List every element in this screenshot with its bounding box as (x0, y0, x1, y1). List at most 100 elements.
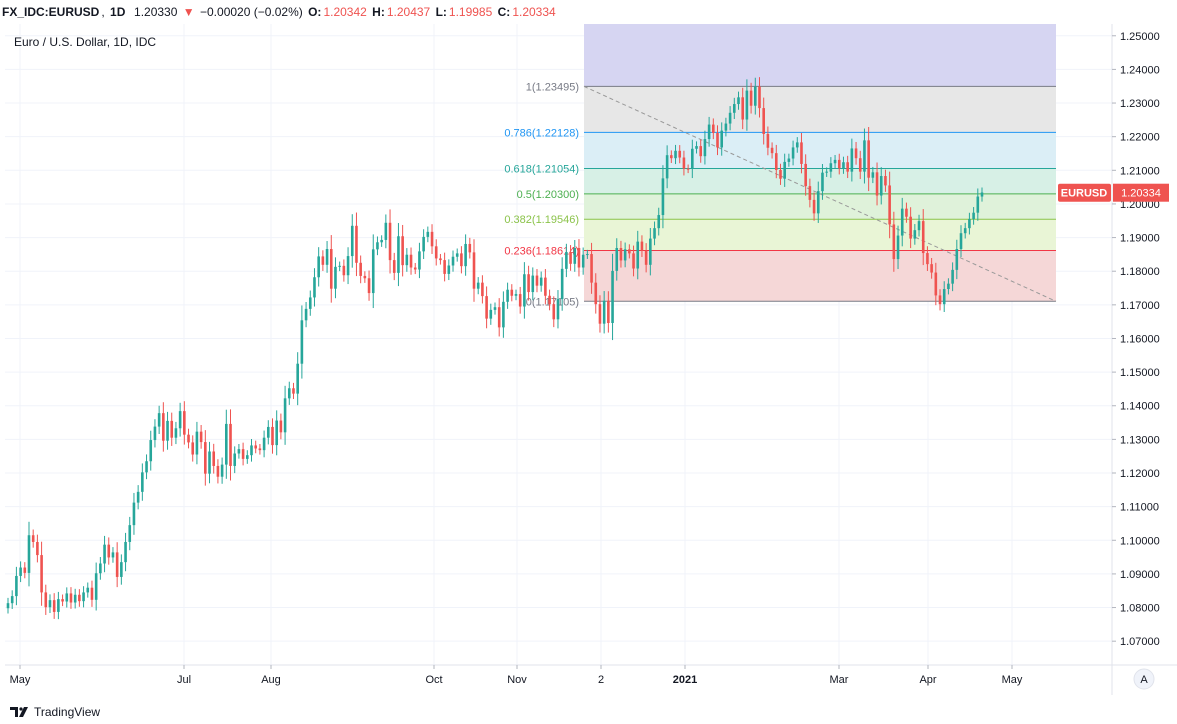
candle-body (552, 304, 556, 320)
candle-body (178, 411, 182, 429)
candle-body (670, 155, 673, 159)
x-tick-label: Apr (919, 674, 936, 686)
y-tick-label: 1.08000 (1120, 603, 1160, 615)
symbol-name[interactable]: FX_IDC:EURUSD (2, 5, 100, 19)
candle-body (82, 592, 85, 602)
candle-body (430, 231, 434, 247)
tradingview-logo-icon[interactable] (10, 706, 30, 718)
fib-band (584, 132, 1056, 169)
candle-body (107, 544, 111, 558)
candle-body (892, 224, 896, 260)
candle-body (833, 159, 837, 164)
candles (6, 77, 984, 620)
candle-body (896, 235, 900, 260)
candle-body (124, 541, 127, 563)
candle-body (808, 186, 812, 200)
candle-body (300, 320, 304, 364)
down-arrow-icon: ▼ (182, 5, 195, 19)
candle-body (342, 265, 346, 276)
y-tick-label: 1.25000 (1120, 31, 1160, 43)
candle-body (884, 176, 887, 186)
candle-body (199, 431, 203, 443)
candle-body (128, 525, 132, 542)
candle-body (716, 132, 719, 148)
candle-body (409, 254, 413, 268)
fib-level-label: 0.5(1.20300) (517, 189, 579, 201)
candle-body (951, 269, 954, 284)
auto-scale-button[interactable] (1133, 668, 1155, 690)
candle-body (850, 148, 854, 172)
candle-body (90, 587, 94, 600)
candle-body (682, 157, 686, 169)
y-tick-label: 1.17000 (1120, 300, 1160, 312)
candle-body (52, 600, 56, 612)
candle-body (854, 148, 858, 159)
candle-body (871, 172, 875, 178)
candle-body (586, 254, 589, 256)
candle-body (325, 249, 329, 265)
candle-body (31, 535, 35, 542)
candle-body (321, 256, 325, 265)
candle-body (250, 445, 253, 456)
candle-body (615, 248, 619, 271)
fib-level-label: 0.786(1.22128) (504, 127, 579, 139)
y-tick-label: 1.16000 (1120, 333, 1160, 345)
y-tick-label: 1.24000 (1120, 64, 1160, 76)
candle-body (632, 253, 635, 269)
candle-body (611, 270, 614, 324)
candle-body (485, 296, 488, 319)
candle-body (283, 398, 287, 433)
x-tick-label: Mar (830, 674, 849, 686)
candle-body (434, 246, 438, 259)
candle-body (535, 275, 539, 286)
candle-body (556, 299, 560, 320)
x-tick-label: May (10, 674, 31, 686)
candle-body (930, 264, 933, 273)
symbol-price-tag (1058, 183, 1111, 202)
candle-body (724, 123, 728, 131)
candle-body (266, 426, 270, 438)
candle-body (720, 130, 724, 148)
candle-body (65, 593, 69, 602)
price-chart[interactable]: 1(1.23495) 0.786(1.22128) 0.618(1.21054) 0.… (0, 0, 1177, 700)
candle-body (258, 448, 262, 451)
y-tick-label: 1.13000 (1120, 434, 1160, 446)
candle-body (917, 221, 921, 231)
candle-body (103, 544, 106, 564)
close-value: 1.20334 (512, 5, 556, 19)
interval-label[interactable]: 1D (110, 5, 126, 19)
tradingview-brand[interactable]: TradingView (34, 705, 101, 719)
candle-body (132, 502, 136, 526)
candle-body (401, 236, 404, 266)
candle-body (879, 176, 883, 196)
price-tag-value: 1.20334 (1121, 188, 1161, 200)
candle-body (766, 133, 770, 148)
candle-body (800, 142, 803, 164)
candle-body (774, 153, 778, 170)
open-value: 1.20342 (323, 5, 367, 19)
candle-body (384, 222, 388, 240)
candle-body (976, 196, 980, 213)
candle-body (875, 172, 879, 196)
x-tick-label: Jul (177, 674, 191, 686)
candle-body (728, 112, 732, 124)
candle-body (149, 440, 153, 462)
candle-body (510, 289, 514, 296)
candle-body (569, 252, 572, 264)
auto-scale-label: A (1140, 674, 1148, 686)
candle-body (157, 413, 161, 427)
candle-body (195, 431, 199, 455)
y-tick-label: 1.12000 (1120, 468, 1160, 480)
change-value: −0.00020 (−0.02%) (200, 5, 303, 19)
fib-level-label: 0.618(1.21054) (504, 163, 579, 175)
candle-body (737, 97, 740, 105)
candle-body (241, 449, 245, 459)
candle-body (225, 423, 228, 465)
fib-band (584, 250, 1056, 302)
candle-body (573, 248, 577, 264)
candle-body (359, 262, 362, 276)
candle-body (350, 225, 354, 257)
y-tick-label: 1.22000 (1120, 132, 1160, 144)
candle-body (371, 249, 375, 294)
candle-body (99, 563, 102, 574)
